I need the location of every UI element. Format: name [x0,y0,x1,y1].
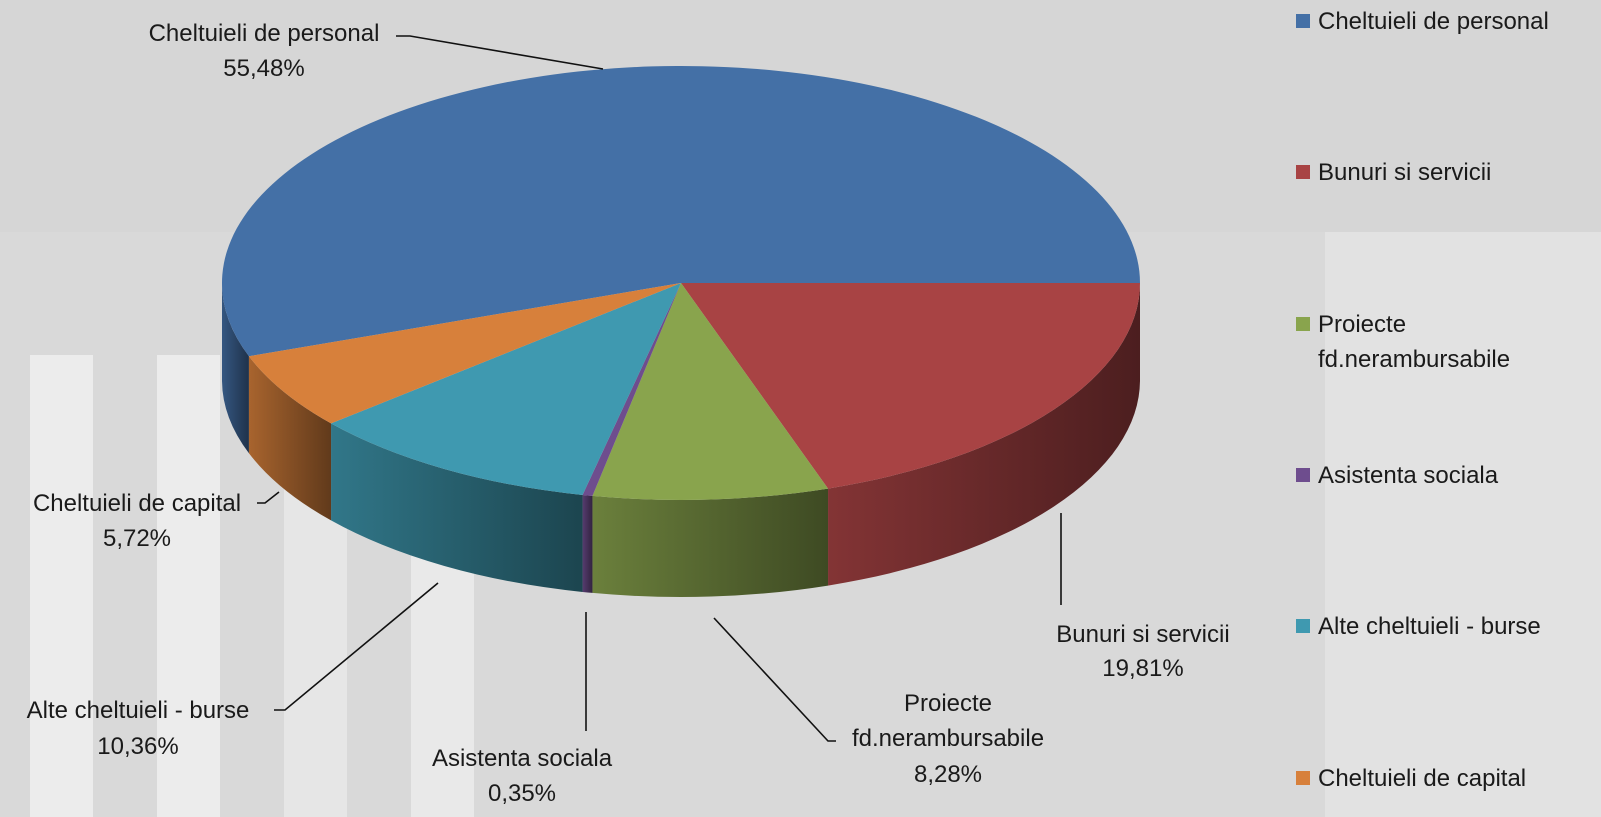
legend-label: Asistenta sociala [1318,462,1499,489]
legend-label: Cheltuieli de personal [1318,8,1549,35]
data-label-proiecte-fd-nerambursabile: Proiecte fd.nerambursabile 8,28% [713,617,1044,788]
data-label-value: 10,36% [97,733,178,760]
legend-item-cheltuieli-de-capital: Cheltuieli de capital [1296,765,1526,792]
slice-asistenta-sociala [582,283,681,496]
data-label-value: 0,35% [488,780,556,807]
data-label-name: Cheltuieli de capital [33,490,241,517]
slice-alte-cheltuieli-burse [331,283,681,495]
slice-side-proiecte-fd-nerambursabile [592,488,829,597]
data-label-value: 5,72% [103,525,171,552]
data-label-name: Alte cheltuieli - burse [27,697,250,724]
data-label-cheltuieli-de-personal: Cheltuieli de personal 55,48% [149,20,604,82]
legend-item-bunuri-si-servicii: Bunuri si servicii [1296,159,1491,186]
data-label-name: Asistenta sociala [432,745,613,772]
data-label-value: 19,81% [1102,655,1183,682]
data-label-name: Cheltuieli de personal [149,20,380,47]
leader-line [257,491,280,504]
data-label-name: fd.nerambursabile [852,725,1044,752]
legend: Cheltuieli de personal Bunuri si servicii… [1296,8,1549,792]
legend-swatch [1296,468,1310,482]
legend-label: fd.nerambursabile [1318,346,1510,373]
pie-plot-area [221,65,1140,597]
data-label-value: 8,28% [914,761,982,788]
slice-side-asistenta-sociala [582,494,593,593]
legend-swatch [1296,165,1310,179]
slice-proiecte-fd-nerambursabile [592,283,829,501]
legend-label: Bunuri si servicii [1318,159,1491,186]
legend-swatch [1296,317,1310,331]
legend-item-asistenta-sociala: Asistenta sociala [1296,462,1499,489]
data-label-bunuri-si-servicii: Bunuri si servicii 19,81% [1056,513,1230,682]
slice-side-cheltuieli-de-capital [248,356,332,521]
legend-label: Proiecte [1318,311,1406,338]
data-label-name: Bunuri si servicii [1056,621,1229,648]
slice-bunuri-si-servicii [681,283,1140,489]
data-label-alte-cheltuieli-burse: Alte cheltuieli - burse 10,36% [27,582,439,760]
slice-side-bunuri-si-servicii [828,283,1140,586]
slice-side-alte-cheltuieli-burse [331,423,583,592]
legend-label: Alte cheltuieli - burse [1318,613,1541,640]
data-label-name: Proiecte [904,690,992,717]
leader-line [274,582,439,711]
legend-swatch [1296,14,1310,28]
legend-label: Cheltuieli de capital [1318,765,1526,792]
legend-item-cheltuieli-de-personal: Cheltuieli de personal [1296,8,1549,35]
legend-item-proiecte-fd-nerambursabile: Proiecte fd.nerambursabile [1296,311,1510,373]
legend-item-alte-cheltuieli-burse: Alte cheltuieli - burse [1296,613,1541,640]
slice-cheltuieli-de-personal [221,65,1140,357]
leader-line [396,35,604,70]
data-labels: Cheltuieli de personal 55,48% Bunuri si se… [27,20,1230,807]
data-label-cheltuieli-de-capital: Cheltuieli de capital 5,72% [33,490,280,552]
legend-swatch [1296,771,1310,785]
slice-cheltuieli-de-capital [248,283,682,424]
leader-line [713,617,836,742]
data-label-asistenta-sociala: Asistenta sociala 0,35% [432,612,613,807]
slice-side-cheltuieli-de-personal [222,283,249,454]
data-label-value: 55,48% [223,55,304,82]
legend-swatch [1296,619,1310,633]
